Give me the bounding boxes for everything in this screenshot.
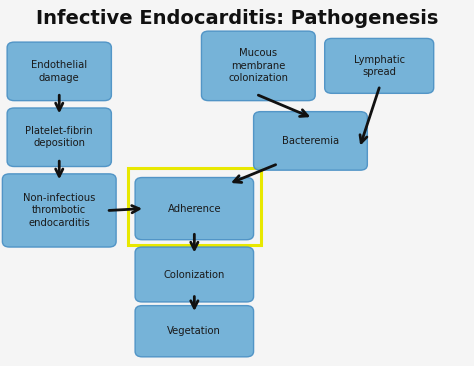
FancyBboxPatch shape bbox=[2, 174, 116, 247]
Text: Vegetation: Vegetation bbox=[167, 326, 221, 336]
Text: Non-infectious
thrombotic
endocarditis: Non-infectious thrombotic endocarditis bbox=[23, 193, 95, 228]
Text: Platelet-fibrin
deposition: Platelet-fibrin deposition bbox=[26, 126, 93, 149]
Text: Adherence: Adherence bbox=[167, 203, 221, 214]
FancyBboxPatch shape bbox=[135, 306, 254, 357]
FancyBboxPatch shape bbox=[254, 112, 367, 170]
FancyBboxPatch shape bbox=[135, 247, 254, 302]
FancyBboxPatch shape bbox=[325, 38, 434, 93]
FancyBboxPatch shape bbox=[135, 178, 254, 240]
Text: Lymphatic
spread: Lymphatic spread bbox=[354, 55, 405, 77]
Text: Endothelial
damage: Endothelial damage bbox=[31, 60, 87, 83]
FancyBboxPatch shape bbox=[7, 108, 111, 167]
FancyBboxPatch shape bbox=[7, 42, 111, 101]
Text: Infective Endocarditis: Pathogenesis: Infective Endocarditis: Pathogenesis bbox=[36, 9, 438, 28]
Text: Mucous
membrane
colonization: Mucous membrane colonization bbox=[228, 48, 288, 83]
FancyBboxPatch shape bbox=[201, 31, 315, 101]
Text: Bacteremia: Bacteremia bbox=[282, 136, 339, 146]
Text: Colonization: Colonization bbox=[164, 269, 225, 280]
